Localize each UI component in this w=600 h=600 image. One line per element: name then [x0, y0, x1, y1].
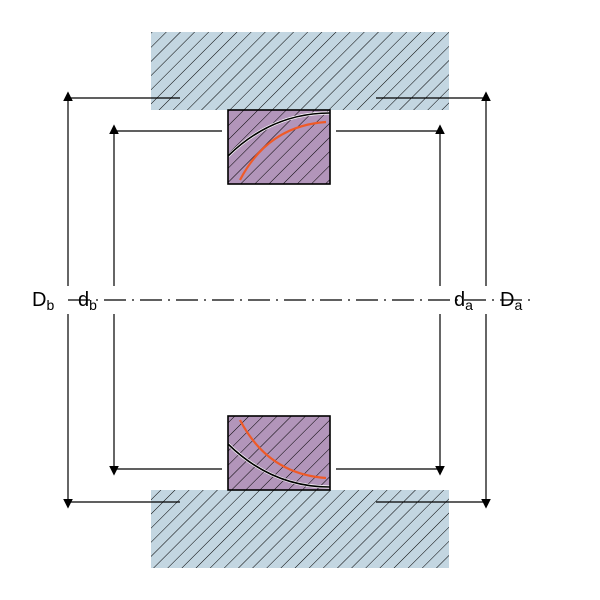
bearing-top [228, 110, 330, 184]
dim-label-Da: Da [500, 289, 522, 313]
dim-label-db: db [78, 289, 97, 313]
dim-label-da: da [454, 289, 473, 313]
bearing-cross-section-diagram: Dbdb da Da [0, 0, 600, 600]
dim-label-Db: Db [32, 289, 54, 313]
dimension-labels: Dbdb da Da [32, 289, 522, 313]
bearing-bottom [228, 416, 330, 490]
